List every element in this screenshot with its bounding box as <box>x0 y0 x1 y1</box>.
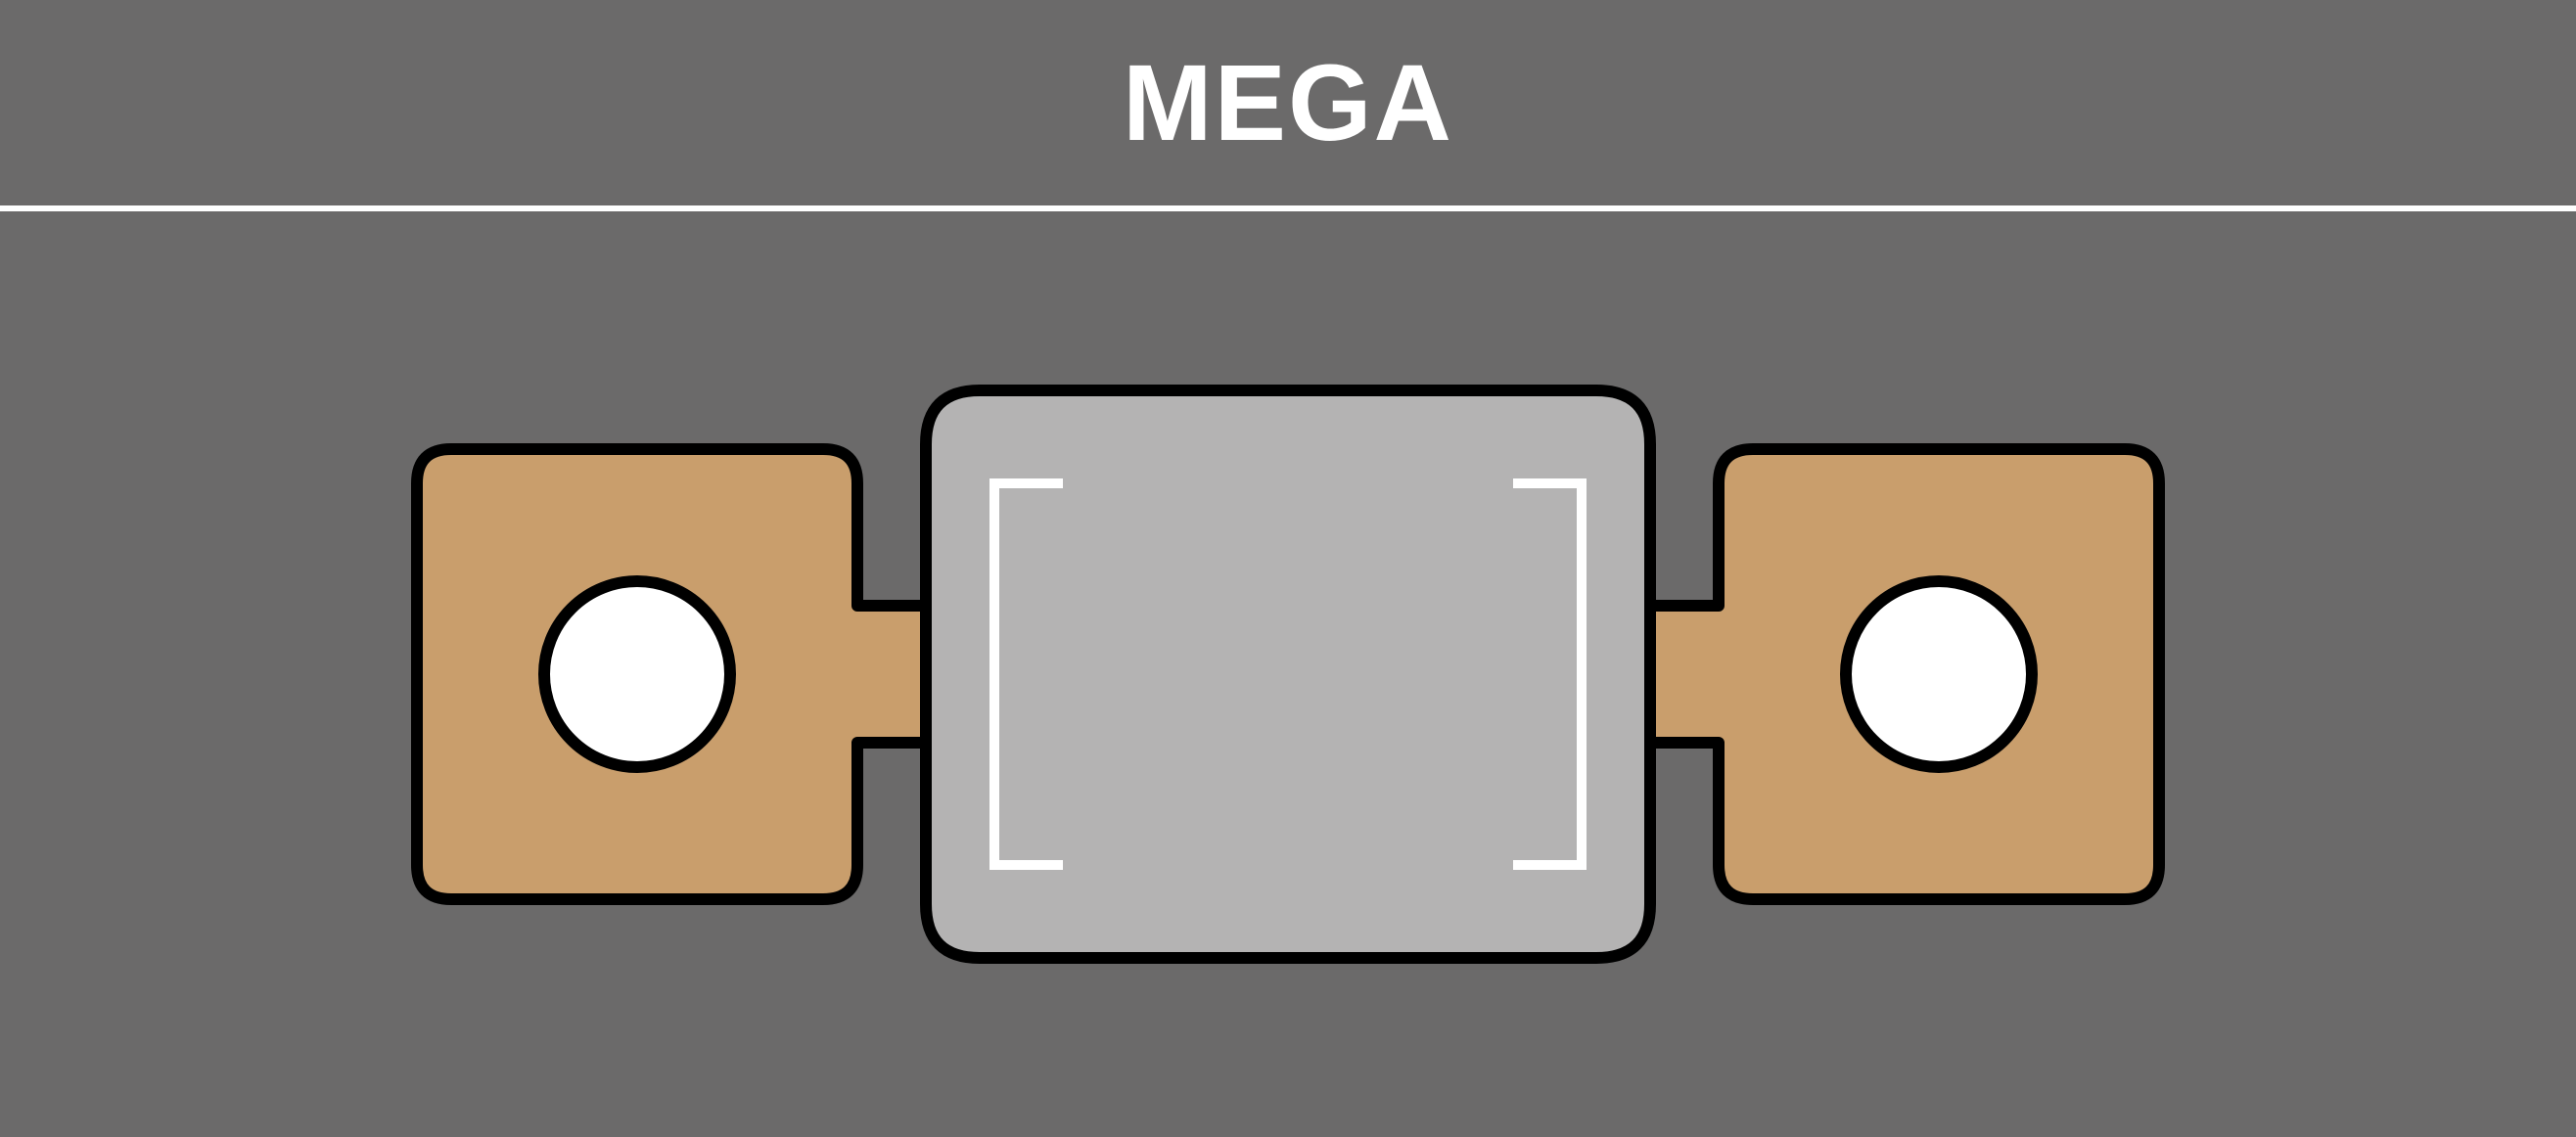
card-title: MEGA <box>1123 41 1453 165</box>
card-header: MEGA <box>0 0 2576 205</box>
fuse-diagram-card: MEGA <box>0 0 2576 1137</box>
card-body <box>0 211 2576 1137</box>
mega-fuse-icon <box>309 332 2267 1017</box>
